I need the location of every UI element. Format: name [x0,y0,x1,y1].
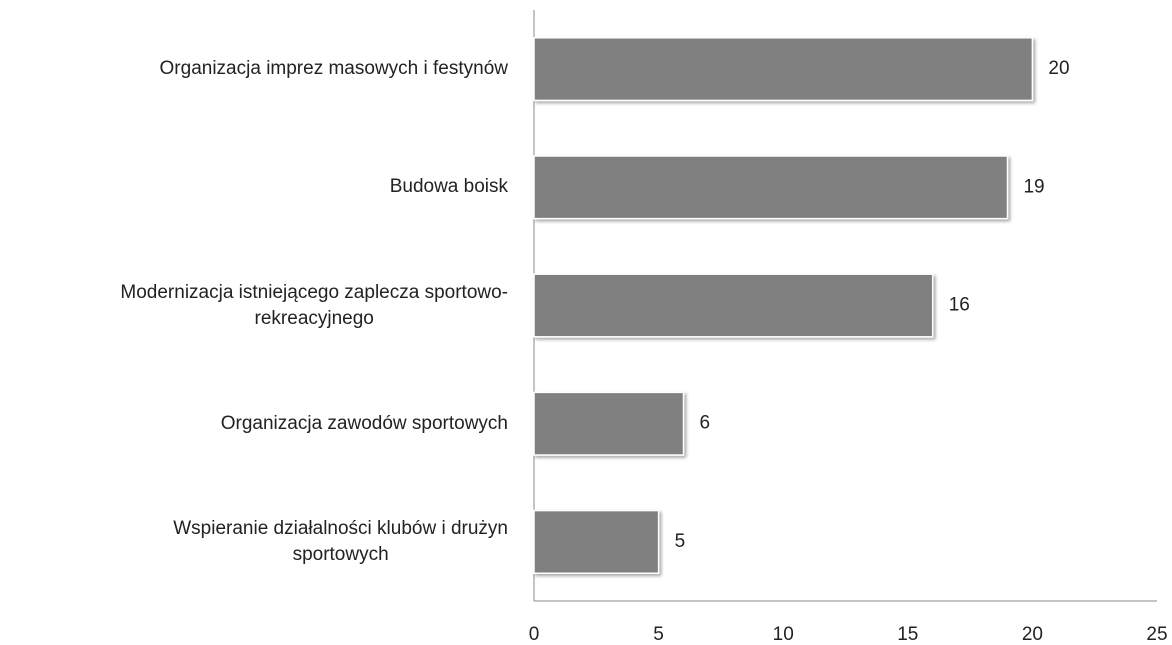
bar [533,391,685,456]
bar [533,509,660,574]
x-tick-label: 15 [897,624,918,645]
value-label: 5 [675,531,686,552]
value-label: 16 [949,295,970,316]
value-label: 6 [700,413,711,434]
y-tick-label: Modernizacja istniejącego zaplecza sport… [120,281,508,329]
x-tick-label: 10 [773,624,794,645]
bar [533,37,1034,102]
y-tick-label: Wspieranie działalności klubów i drużyn … [173,517,508,565]
value-label: 20 [1048,58,1069,79]
x-tick-label: 25 [1146,624,1167,645]
value-label: 19 [1023,176,1044,197]
x-tick-label: 0 [529,624,540,645]
bar [533,155,1009,220]
x-tick-label: 5 [653,624,664,645]
y-tick-label: Budowa boisk [389,176,508,198]
y-tick-label: Organizacja zawodów sportowych [220,412,508,434]
x-tick-label: 20 [1022,624,1043,645]
bar [533,273,934,338]
y-tick-label: Organizacja imprez masowych i festynów [159,58,508,80]
